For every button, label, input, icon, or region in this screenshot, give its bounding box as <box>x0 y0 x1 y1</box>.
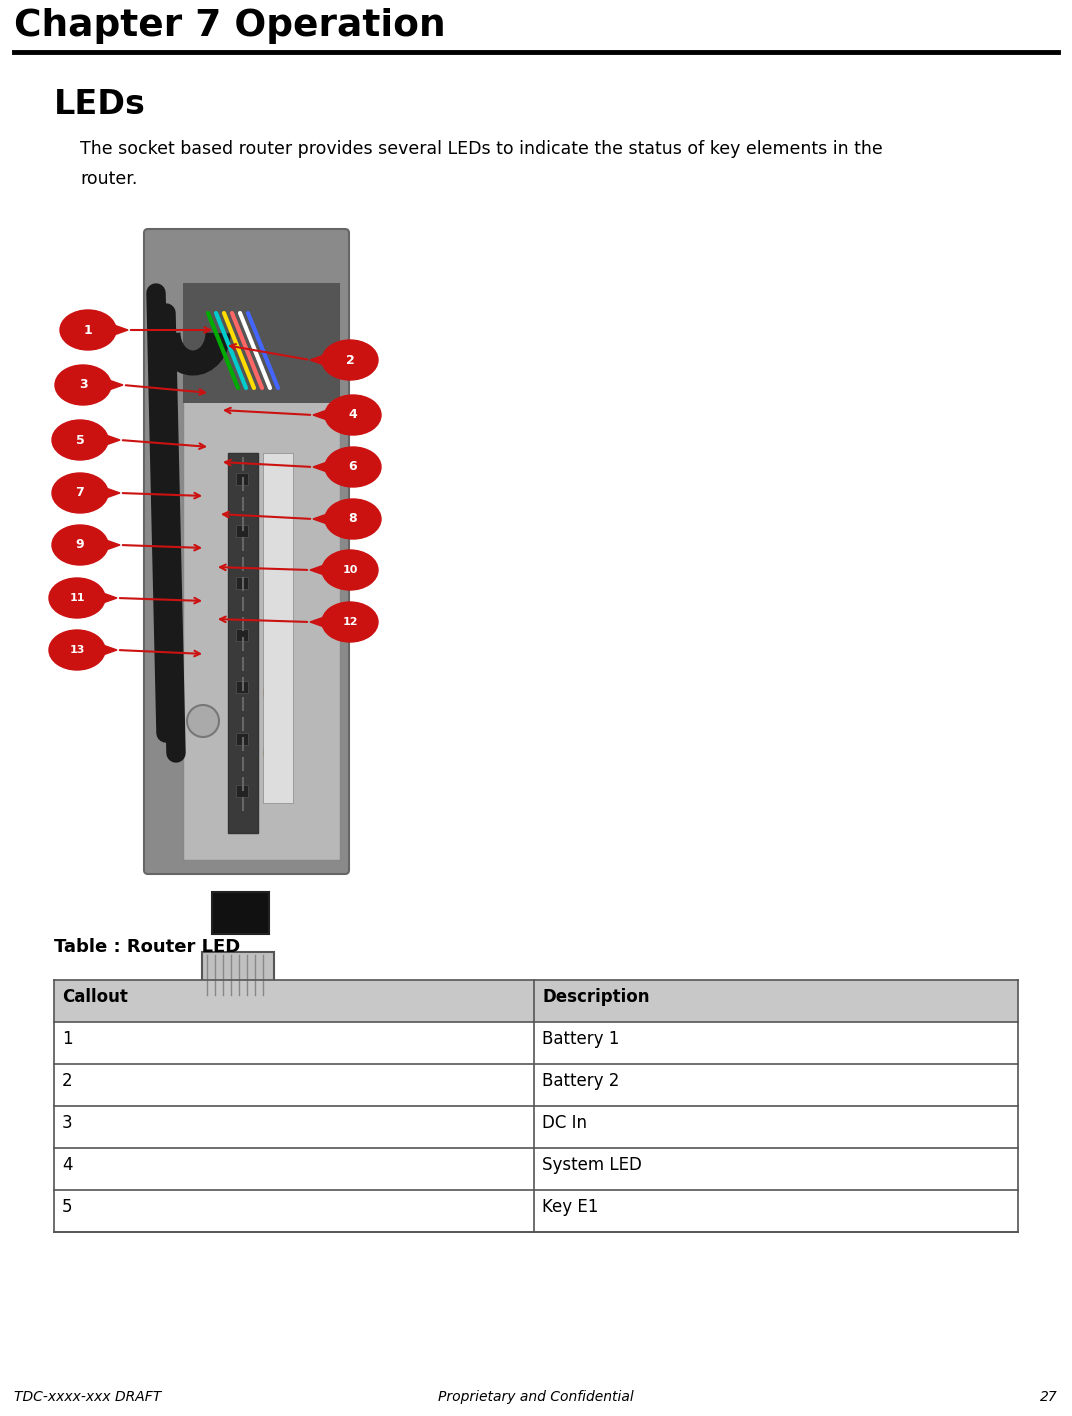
Ellipse shape <box>322 549 378 590</box>
Ellipse shape <box>49 578 105 617</box>
Bar <box>54 1148 1018 1189</box>
Bar <box>236 733 248 745</box>
Text: 10: 10 <box>342 565 358 575</box>
Polygon shape <box>106 379 123 391</box>
Circle shape <box>273 748 283 758</box>
Text: System LED: System LED <box>542 1155 642 1174</box>
Ellipse shape <box>325 447 381 487</box>
Bar <box>236 576 248 589</box>
Ellipse shape <box>53 473 108 513</box>
Ellipse shape <box>325 498 381 539</box>
Bar <box>236 629 248 641</box>
Text: Chapter 7 Operation: Chapter 7 Operation <box>14 8 446 44</box>
Bar <box>54 1022 1018 1063</box>
Text: LEDs: LEDs <box>54 88 146 120</box>
Text: 7: 7 <box>76 487 85 500</box>
Bar <box>228 453 258 833</box>
FancyBboxPatch shape <box>144 229 349 874</box>
Ellipse shape <box>55 365 111 405</box>
Bar <box>236 473 248 486</box>
Ellipse shape <box>53 421 108 460</box>
Bar <box>54 1189 1018 1232</box>
Polygon shape <box>103 433 120 446</box>
Bar <box>54 1063 1018 1106</box>
Ellipse shape <box>53 525 108 565</box>
Circle shape <box>273 688 283 698</box>
Ellipse shape <box>322 602 378 641</box>
FancyBboxPatch shape <box>202 1007 274 1054</box>
Circle shape <box>264 680 292 707</box>
Text: 1: 1 <box>62 1029 73 1048</box>
Bar <box>263 453 293 803</box>
Circle shape <box>202 1061 225 1085</box>
Text: 27: 27 <box>1040 1391 1058 1405</box>
Text: 12: 12 <box>342 617 358 627</box>
Text: 4: 4 <box>62 1155 73 1174</box>
Text: TDC-xxxx-xxx DRAFT: TDC-xxxx-xxx DRAFT <box>14 1391 161 1405</box>
Polygon shape <box>310 616 327 629</box>
Polygon shape <box>100 644 117 656</box>
Bar <box>236 784 248 797</box>
Text: 8: 8 <box>348 513 357 525</box>
Bar <box>54 980 1018 1022</box>
Ellipse shape <box>60 310 116 350</box>
Text: 5: 5 <box>76 433 85 446</box>
Ellipse shape <box>322 340 378 379</box>
Text: Battery 1: Battery 1 <box>542 1029 620 1048</box>
Ellipse shape <box>49 630 105 670</box>
Text: 6: 6 <box>348 460 357 473</box>
Bar <box>183 283 340 860</box>
Text: The socket based router provides several LEDs to indicate the status of key elem: The socket based router provides several… <box>80 140 882 159</box>
Polygon shape <box>313 409 330 421</box>
Polygon shape <box>313 513 330 525</box>
Ellipse shape <box>325 395 381 435</box>
FancyBboxPatch shape <box>202 952 274 1000</box>
Polygon shape <box>313 462 330 473</box>
Bar <box>236 681 248 692</box>
Text: 9: 9 <box>76 538 85 551</box>
Text: Table : Router LED: Table : Router LED <box>54 937 240 956</box>
Bar <box>236 525 248 537</box>
Bar <box>54 1106 1018 1148</box>
FancyBboxPatch shape <box>212 892 269 935</box>
Polygon shape <box>111 324 128 336</box>
Text: Description: Description <box>542 988 650 1005</box>
Text: 5: 5 <box>62 1198 73 1216</box>
Polygon shape <box>310 564 327 576</box>
Text: 11: 11 <box>70 593 85 603</box>
Circle shape <box>187 705 219 736</box>
Polygon shape <box>103 539 120 551</box>
Text: 2: 2 <box>345 354 355 367</box>
Polygon shape <box>310 354 327 365</box>
Text: 13: 13 <box>70 646 85 656</box>
Text: router.: router. <box>80 170 137 188</box>
Text: 3: 3 <box>78 378 87 391</box>
Text: 2: 2 <box>62 1072 73 1090</box>
Text: 3: 3 <box>62 1114 73 1131</box>
Polygon shape <box>103 487 120 498</box>
Circle shape <box>264 739 292 767</box>
Text: 1: 1 <box>84 323 92 337</box>
Bar <box>183 283 340 404</box>
Text: DC In: DC In <box>542 1114 587 1131</box>
Polygon shape <box>100 592 117 605</box>
Text: Battery 2: Battery 2 <box>542 1072 620 1090</box>
Circle shape <box>193 1068 213 1087</box>
Text: 4: 4 <box>348 408 357 422</box>
Text: Proprietary and Confidential: Proprietary and Confidential <box>438 1391 634 1405</box>
Text: Callout: Callout <box>62 988 128 1005</box>
Text: Key E1: Key E1 <box>542 1198 598 1216</box>
